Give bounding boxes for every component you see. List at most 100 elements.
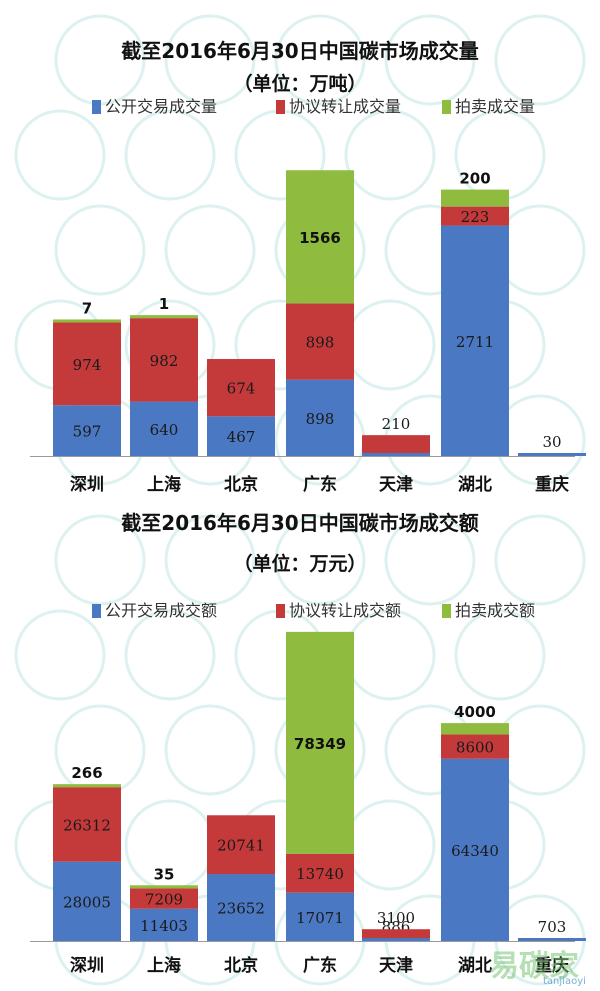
volume-legend-swatch bbox=[92, 100, 101, 114]
volume-bar-2[interactable] bbox=[207, 359, 275, 417]
amount-data-label: 8600 bbox=[456, 739, 494, 757]
amount-bar-2[interactable] bbox=[130, 888, 198, 909]
volume-bar-2[interactable] bbox=[441, 206, 509, 226]
brand-logo-icon: 易碳家 tanjiaoyi bbox=[489, 949, 586, 987]
volume-bar-1[interactable] bbox=[207, 416, 275, 456]
volume-bar-3[interactable] bbox=[441, 189, 509, 207]
amount-bar-1[interactable] bbox=[441, 758, 509, 941]
amount-bar-3[interactable] bbox=[286, 631, 354, 854]
amount-bar-1[interactable] bbox=[130, 908, 198, 941]
amount-legend-swatch bbox=[276, 604, 285, 618]
amount-data-label: 11403 bbox=[140, 917, 188, 935]
amount-data-label: 28005 bbox=[63, 893, 111, 911]
amount-chart-svg: 截至2016年6月30日中国碳市场成交额 （单位：万元） 公开交易成交额 协议转让成交… bbox=[14, 511, 586, 986]
amount-data-label: 35 bbox=[154, 865, 175, 883]
amount-legend: 公开交易成交额 协议转让成交额 拍卖成交额 bbox=[92, 601, 535, 620]
volume-bar-1[interactable] bbox=[53, 405, 121, 456]
brand-url: tanjiaoyi bbox=[543, 976, 586, 987]
volume-bar-1[interactable] bbox=[441, 225, 509, 456]
volume-bar-2[interactable] bbox=[362, 435, 430, 453]
amount-data-label: 23652 bbox=[217, 900, 265, 918]
amount-data-label: 4000 bbox=[454, 703, 496, 721]
volume-tick-label: 北京 bbox=[224, 474, 258, 495]
amount-bar-1[interactable] bbox=[207, 874, 275, 941]
volume-chart-svg: 截至2016年6月30日中国碳市场成交量 （单位：万吨） 公开交易成交量 协议转让成交… bbox=[14, 14, 586, 495]
volume-legend-label: 拍卖成交量 bbox=[455, 97, 535, 116]
amount-bar-2[interactable] bbox=[362, 929, 430, 938]
watermark-ring-icon bbox=[164, 204, 256, 296]
amount-data-label: 26312 bbox=[63, 816, 111, 834]
amount-bar-2[interactable] bbox=[53, 787, 121, 862]
watermark-ring-icon bbox=[14, 609, 106, 701]
volume-chart: 截至2016年6月30日中国碳市场成交量 （单位：万吨） 公开交易成交量 协议转让成交… bbox=[14, 14, 586, 495]
watermark-ring-icon bbox=[124, 109, 216, 201]
volume-legend: 公开交易成交量 协议转让成交量 拍卖成交量 bbox=[92, 97, 535, 116]
volume-tick-label: 天津 bbox=[379, 474, 413, 495]
amount-tick-label: 湖北 bbox=[458, 956, 492, 976]
volume-bar-2[interactable] bbox=[286, 303, 354, 380]
amount-bar-1[interactable] bbox=[53, 861, 121, 941]
watermark-ring-icon bbox=[164, 14, 256, 106]
amount-data-label: 266 bbox=[71, 764, 102, 782]
volume-data-label: 597 bbox=[73, 423, 102, 441]
amount-tick-label: 深圳 bbox=[70, 955, 104, 976]
amount-bar-2[interactable] bbox=[286, 853, 354, 893]
volume-bar-1[interactable] bbox=[362, 453, 430, 456]
amount-data-label: 3100 bbox=[377, 909, 415, 927]
amount-legend-label: 公开交易成交额 bbox=[105, 601, 217, 620]
volume-chart-title: 截至2016年6月30日中国碳市场成交量 bbox=[121, 39, 478, 63]
amount-bar-2[interactable] bbox=[441, 734, 509, 759]
watermark-ring-icon bbox=[344, 109, 436, 201]
watermark-ring-icon bbox=[274, 514, 366, 606]
volume-tick-label: 广东 bbox=[303, 474, 337, 495]
volume-data-label: 898 bbox=[306, 334, 335, 352]
amount-bar-3[interactable] bbox=[53, 784, 121, 788]
watermark-ring-icon bbox=[494, 204, 586, 296]
watermark-ring-icon bbox=[164, 704, 256, 796]
watermark-ring-icon bbox=[124, 609, 216, 701]
volume-bar-3[interactable] bbox=[130, 315, 198, 319]
watermark-ring-icon bbox=[494, 704, 586, 796]
volume-bar-1[interactable] bbox=[130, 401, 198, 456]
volume-bar-2[interactable] bbox=[53, 322, 121, 406]
volume-data-label: 30 bbox=[542, 433, 561, 451]
amount-bar-1[interactable] bbox=[286, 892, 354, 941]
amount-data-label: 17071 bbox=[296, 909, 344, 927]
watermark-ring-icon bbox=[14, 109, 106, 201]
amount-tick-label: 重庆 bbox=[535, 955, 569, 976]
volume-legend-swatch bbox=[442, 100, 451, 114]
watermark-ring-icon bbox=[54, 204, 146, 296]
volume-data-label: 1 bbox=[159, 295, 169, 313]
volume-tick-label: 重庆 bbox=[535, 474, 569, 495]
watermark-ring-icon bbox=[494, 394, 586, 486]
brand-watermark: 易碳家 tanjiaoyi bbox=[485, 944, 595, 988]
amount-tick-label: 北京 bbox=[224, 955, 258, 976]
watermark-ring-icon bbox=[164, 514, 256, 606]
volume-bar-3[interactable] bbox=[286, 170, 354, 304]
volume-data-label: 898 bbox=[306, 410, 335, 428]
volume-legend-label: 公开交易成交量 bbox=[105, 97, 217, 116]
amount-tick-label: 天津 bbox=[379, 955, 413, 976]
volume-bar-1[interactable] bbox=[518, 453, 586, 456]
volume-data-label: 640 bbox=[150, 421, 179, 439]
watermark-ring-icon bbox=[384, 14, 476, 106]
volume-data-label: 467 bbox=[227, 428, 256, 446]
amount-bar-1[interactable] bbox=[518, 938, 586, 941]
volume-data-label: 2711 bbox=[456, 333, 494, 351]
amount-data-label: 703 bbox=[538, 918, 567, 936]
amount-bar-1[interactable] bbox=[362, 938, 430, 941]
amount-tick-label: 广东 bbox=[303, 955, 337, 976]
volume-tick-label: 上海 bbox=[147, 474, 181, 495]
volume-legend-label: 协议转让成交量 bbox=[289, 97, 401, 116]
volume-bar-1[interactable] bbox=[286, 379, 354, 456]
volume-bar-3[interactable] bbox=[53, 319, 121, 323]
amount-bar-3[interactable] bbox=[441, 723, 509, 735]
volume-tick-label: 湖北 bbox=[458, 475, 492, 495]
volume-data-label: 1566 bbox=[299, 229, 341, 247]
amount-chart: 截至2016年6月30日中国碳市场成交额 （单位：万元） 公开交易成交额 协议转让成交… bbox=[0, 500, 600, 991]
volume-bar-2[interactable] bbox=[130, 318, 198, 402]
amount-bar-3[interactable] bbox=[130, 885, 198, 889]
amount-data-label: 64340 bbox=[451, 842, 499, 860]
amount-data-label: 13740 bbox=[296, 865, 344, 883]
amount-bar-2[interactable] bbox=[207, 815, 275, 875]
